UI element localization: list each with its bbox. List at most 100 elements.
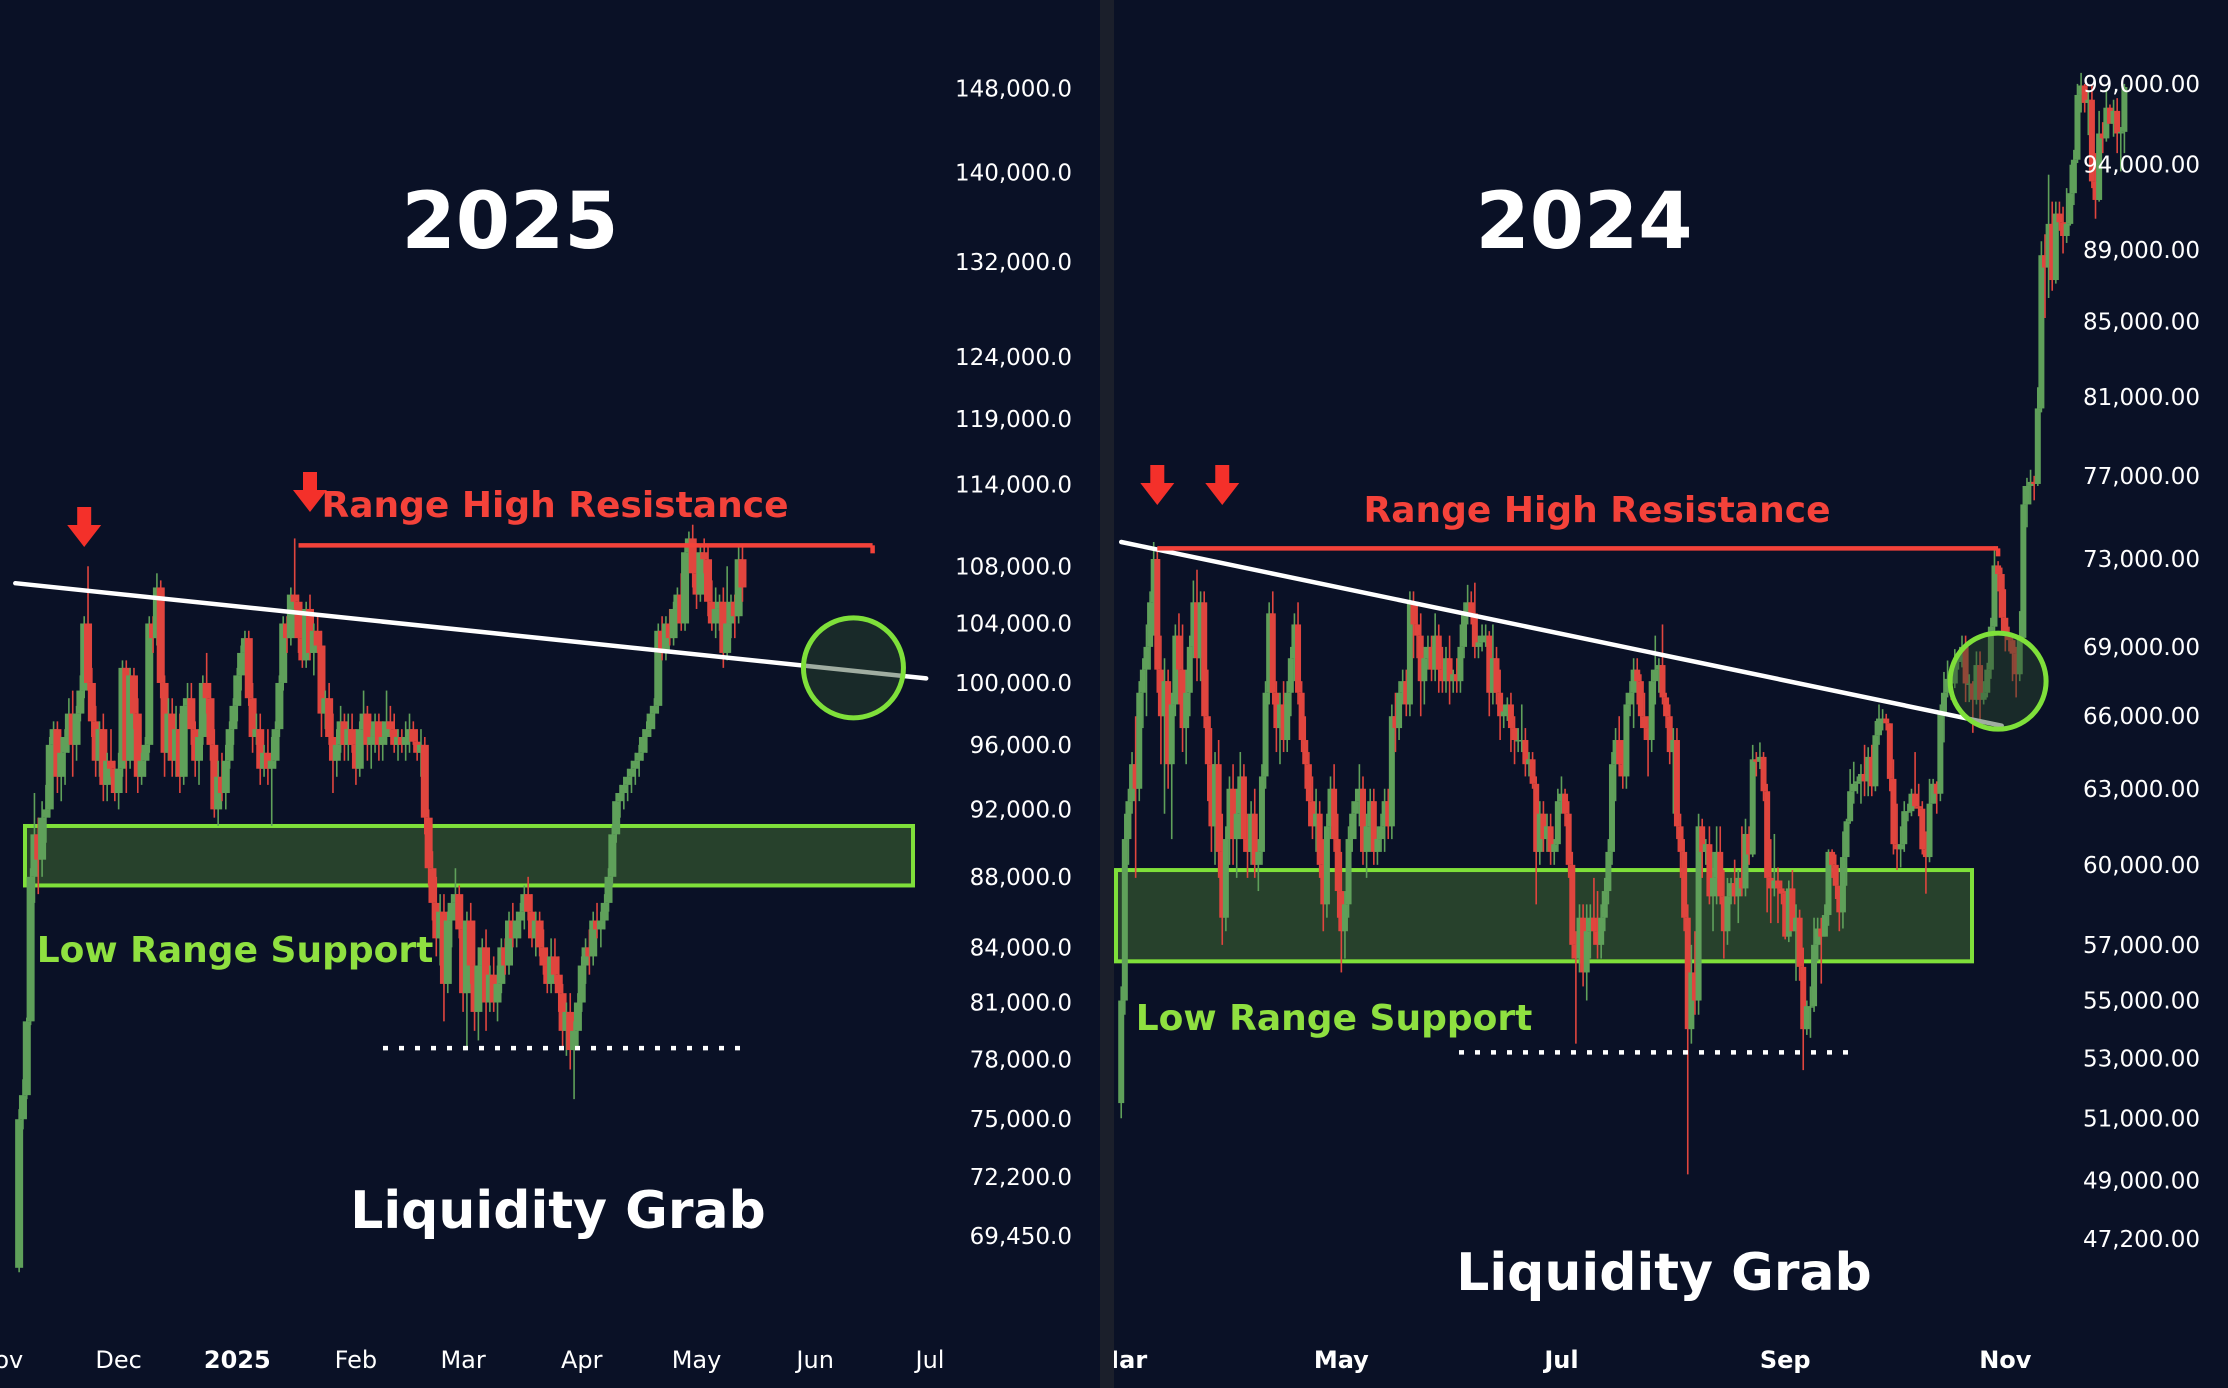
candle-body	[378, 736, 387, 745]
candle-body	[1904, 811, 1911, 813]
candle-body	[1403, 681, 1410, 705]
candle-body	[1778, 888, 1785, 894]
candle-body	[654, 630, 663, 706]
candle-body	[1136, 692, 1143, 789]
candle-body	[1435, 635, 1442, 670]
candle-body	[1201, 602, 1208, 717]
candle-body	[22, 1021, 31, 1096]
candle-body	[1453, 674, 1460, 682]
candle-body	[179, 705, 188, 777]
candle-body	[1865, 756, 1872, 782]
candle-body	[2121, 87, 2128, 132]
candle-body	[704, 559, 713, 602]
x-tick-label: Nov	[0, 1346, 23, 1374]
y-tick-label: 119,000.0	[955, 407, 1072, 433]
candle-body	[2099, 133, 2106, 139]
candle-body	[1876, 718, 1883, 736]
candle-body	[1305, 764, 1312, 802]
candle-body	[1897, 844, 1904, 850]
candle-body	[1482, 635, 1489, 638]
candle-body	[1215, 764, 1222, 852]
candle-body	[1583, 931, 1590, 973]
candle-body	[1179, 669, 1186, 729]
y-tick-label: 66,000.00	[2083, 704, 2200, 730]
chart-2024-trendline	[1118, 539, 2004, 728]
candle-body	[1641, 716, 1648, 729]
candle-body	[1168, 704, 1175, 765]
candle-body	[700, 552, 709, 560]
candle-body	[604, 876, 613, 903]
panel-divider	[1100, 0, 1114, 1388]
candle-body	[1150, 559, 1157, 603]
candle-body	[1515, 740, 1522, 742]
candle-body	[1908, 793, 1915, 812]
candle-body	[539, 947, 548, 966]
candle-body	[723, 623, 732, 653]
chart-2025-support-label: Low Range Support	[37, 930, 434, 971]
candle-body	[1536, 813, 1543, 852]
candle-body	[1670, 740, 1677, 753]
candle-body	[313, 630, 322, 646]
candle-body	[386, 721, 395, 730]
x-tick-label: Apr	[561, 1346, 603, 1374]
y-tick-label: 92,000.0	[970, 797, 1072, 823]
candle-body	[1738, 877, 1745, 889]
y-tick-label: 72,200.0	[970, 1165, 1072, 1191]
candle-body	[1129, 764, 1136, 802]
candle-body	[233, 675, 242, 706]
candle-body	[1230, 788, 1237, 840]
candle-body	[493, 983, 502, 1003]
candle-body	[2117, 131, 2124, 134]
candle-body	[1966, 683, 1973, 685]
candle-body	[1197, 602, 1204, 659]
candle-body	[2027, 481, 2034, 486]
candle-body	[455, 894, 464, 930]
candle-body	[681, 552, 690, 624]
candle-body	[2088, 99, 2095, 182]
candle-body	[1728, 883, 1735, 897]
candle-body	[1298, 692, 1305, 741]
candle-body	[1587, 917, 1594, 932]
candle-body	[1132, 764, 1139, 789]
candle-body	[1280, 704, 1287, 741]
candle-body	[1341, 904, 1348, 932]
chart-2025: 148,000.0 140,000.0 132,000.0 124,000.0 119,…	[0, 76, 1072, 1374]
chart-2025-support-zone	[23, 823, 915, 888]
candle-body	[2042, 255, 2049, 268]
candle-body	[1125, 801, 1132, 840]
candle-body	[1172, 635, 1179, 705]
candle-body	[734, 559, 743, 617]
candle-body	[1655, 665, 1662, 670]
candle-body	[1446, 658, 1453, 682]
candle-body	[1565, 813, 1572, 865]
candle-body	[1378, 826, 1385, 840]
candle-body	[1926, 803, 1933, 858]
candle-body	[76, 690, 85, 714]
y-tick-label: 89,000.00	[2083, 238, 2200, 264]
candle-body	[1190, 602, 1197, 647]
candle-body	[1258, 776, 1265, 852]
candle-body	[1702, 844, 1709, 852]
candle-body	[1724, 896, 1731, 932]
candle-body	[1720, 896, 1727, 932]
candle-body	[516, 911, 525, 921]
candle-body	[2023, 485, 2030, 505]
candle-body	[1165, 681, 1172, 765]
candle-body	[497, 947, 506, 984]
candle-body	[1327, 788, 1334, 827]
candle-body	[38, 817, 47, 860]
y-tick-label: 55,000.00	[2083, 989, 2200, 1015]
candle-body	[1890, 778, 1897, 845]
candle-body	[1930, 783, 1937, 804]
candle-body	[1883, 718, 1890, 724]
candle-body	[1699, 826, 1706, 852]
candle-body	[45, 744, 54, 810]
candle-body	[1710, 877, 1717, 897]
candle-body	[206, 698, 215, 745]
candle-body	[26, 876, 35, 1022]
x-tick-label: Feb	[335, 1346, 378, 1374]
candle-body	[2063, 223, 2070, 236]
y-tick-label: 69,450.0	[970, 1224, 1072, 1250]
candle-body	[271, 729, 280, 761]
candle-body	[237, 652, 246, 676]
